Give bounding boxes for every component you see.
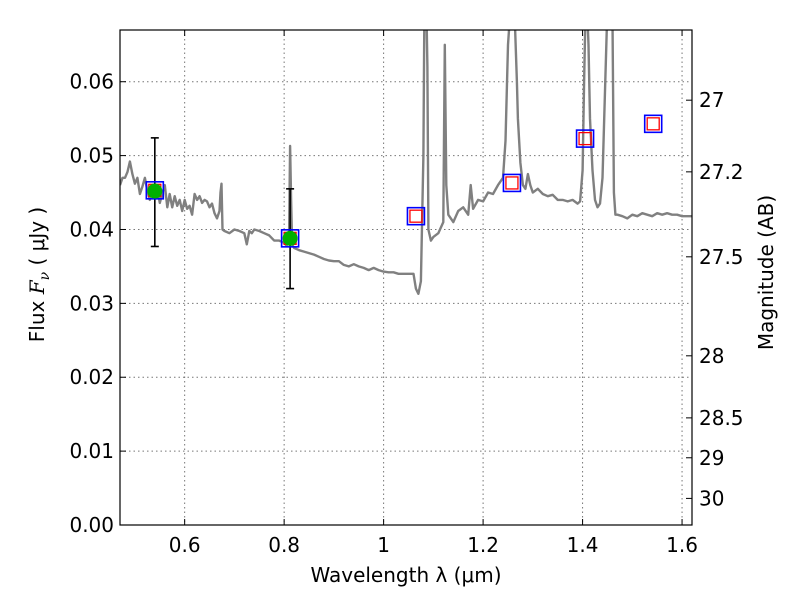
right-tick-label: 29	[699, 446, 724, 470]
x-tick-label: 1.6	[666, 533, 698, 557]
model-photometry-square-inner	[409, 209, 423, 223]
x-axis-label: Wavelength λ (μm)	[310, 563, 501, 587]
y-tick-label: 0.03	[69, 291, 114, 315]
x-tick-label: 0.8	[268, 533, 300, 557]
observed-point	[147, 183, 163, 199]
y-tick-label: 0.05	[69, 144, 114, 168]
right-tick-label: 28.5	[699, 406, 744, 430]
right-tick-label: 27.5	[699, 245, 744, 269]
model-photometry-square-inner	[505, 176, 519, 190]
model-photometry-square-outer	[643, 114, 663, 134]
x-tick-label: 0.6	[169, 533, 201, 557]
model-photometry-square-outer	[145, 181, 165, 200]
x-tick-label: 1.2	[467, 533, 499, 557]
y-tick-label: 0.02	[69, 365, 114, 389]
grid	[120, 30, 692, 526]
y-tick-label: 0.00	[69, 513, 114, 537]
x-tick-label: 1.4	[567, 533, 599, 557]
y-label-unit: ( μJy )	[25, 207, 49, 272]
y-label-symbol: F	[25, 279, 49, 295]
observed-point	[282, 230, 298, 246]
right-tick-label: 30	[699, 486, 724, 510]
model-spectrum-line	[120, 30, 692, 295]
ticks: 0.6 0.8 1 1.2 1.4 1.6 0.00 0.01 0.02 0.03 0.04 0.05…	[69, 30, 744, 557]
plot-frame	[119, 29, 693, 526]
y-axis-label-left: Flux Fν ( μJy )	[25, 207, 53, 342]
markers	[145, 114, 663, 290]
right-tick-label: 27.2	[699, 160, 744, 184]
plot-area	[120, 30, 692, 295]
model-photometry-square-outer	[575, 129, 595, 148]
model-photometry-square-inner	[578, 131, 592, 146]
y-label-prefix: Flux	[25, 294, 49, 342]
model-photometry-square-outer	[406, 206, 426, 226]
y-tick-label: 0.01	[69, 439, 114, 463]
model-photometry-square-inner	[646, 117, 660, 131]
model-photometry-square-outer	[280, 229, 300, 248]
y-axis-label-right: Magnitude (AB)	[754, 195, 778, 350]
right-tick-label: 28	[699, 344, 724, 368]
x-tick-label: 1	[377, 533, 390, 557]
right-tick-label: 27	[699, 88, 724, 112]
model-photometry-square-outer	[502, 173, 522, 193]
y-tick-label: 0.04	[69, 217, 114, 241]
y-tick-label: 0.06	[69, 70, 114, 94]
y-label-sub: ν	[37, 271, 53, 280]
